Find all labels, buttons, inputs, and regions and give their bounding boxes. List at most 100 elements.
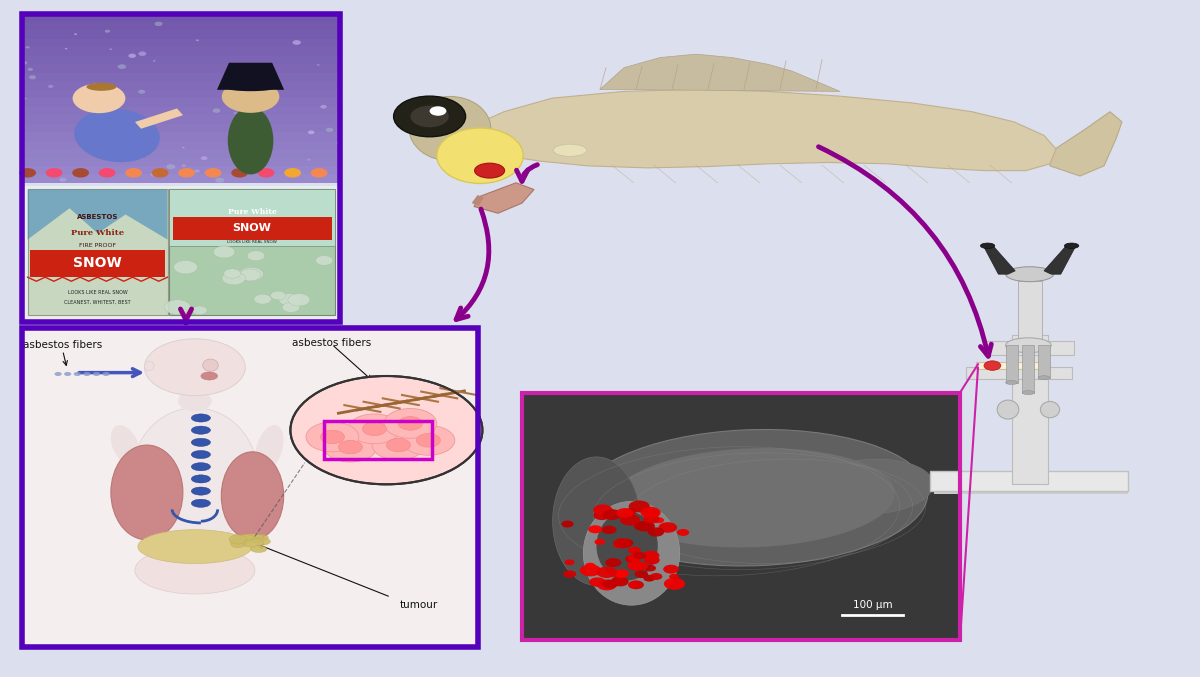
Circle shape — [613, 542, 623, 548]
Circle shape — [410, 106, 449, 127]
Text: asbestos fibers: asbestos fibers — [292, 338, 371, 348]
Circle shape — [215, 178, 224, 183]
Circle shape — [293, 40, 301, 45]
Circle shape — [233, 112, 238, 114]
Circle shape — [601, 525, 617, 534]
Circle shape — [19, 168, 36, 177]
Circle shape — [594, 510, 611, 520]
Ellipse shape — [1006, 380, 1018, 385]
Text: Pure White: Pure White — [71, 230, 124, 238]
Circle shape — [394, 96, 466, 137]
Circle shape — [54, 372, 61, 376]
Circle shape — [284, 168, 301, 177]
Circle shape — [222, 271, 246, 285]
Circle shape — [155, 22, 162, 26]
Circle shape — [654, 517, 664, 523]
Ellipse shape — [980, 243, 995, 248]
Ellipse shape — [553, 457, 641, 586]
Bar — [22, 149, 340, 158]
Circle shape — [196, 39, 199, 41]
Bar — [22, 186, 340, 322]
Circle shape — [634, 521, 650, 531]
Bar — [22, 98, 340, 107]
Bar — [934, 487, 1128, 494]
Bar — [22, 328, 478, 647]
Bar — [1012, 335, 1048, 484]
Circle shape — [181, 165, 186, 167]
Circle shape — [643, 515, 660, 523]
Polygon shape — [1044, 244, 1075, 274]
Circle shape — [119, 93, 124, 95]
Circle shape — [611, 577, 624, 584]
Circle shape — [104, 30, 110, 32]
Circle shape — [288, 294, 310, 306]
Circle shape — [138, 90, 145, 93]
Circle shape — [150, 173, 156, 176]
Ellipse shape — [229, 535, 247, 544]
Circle shape — [118, 64, 126, 69]
Bar — [1022, 345, 1034, 393]
Ellipse shape — [110, 445, 182, 540]
Circle shape — [386, 438, 410, 452]
Circle shape — [619, 539, 634, 547]
Circle shape — [605, 558, 622, 567]
Text: LOOKS LIKE REAL SNOW: LOOKS LIKE REAL SNOW — [227, 240, 277, 244]
Circle shape — [650, 573, 662, 580]
Ellipse shape — [191, 438, 210, 446]
Bar — [169, 190, 335, 315]
Circle shape — [48, 85, 54, 88]
Circle shape — [222, 81, 280, 113]
Circle shape — [73, 372, 80, 376]
Ellipse shape — [1006, 267, 1054, 282]
Circle shape — [670, 574, 679, 580]
Circle shape — [90, 90, 100, 95]
Polygon shape — [1050, 112, 1122, 176]
Ellipse shape — [811, 459, 934, 514]
Circle shape — [324, 432, 377, 462]
Ellipse shape — [191, 450, 210, 458]
Bar — [522, 393, 960, 640]
Circle shape — [25, 46, 30, 49]
Circle shape — [629, 500, 650, 512]
Bar — [1006, 345, 1018, 383]
Circle shape — [620, 514, 641, 525]
Circle shape — [164, 300, 191, 314]
Circle shape — [628, 554, 642, 562]
Circle shape — [125, 168, 142, 177]
Circle shape — [372, 430, 425, 460]
Ellipse shape — [1006, 338, 1051, 353]
Ellipse shape — [254, 535, 269, 541]
Circle shape — [398, 416, 422, 430]
Circle shape — [154, 60, 156, 62]
Ellipse shape — [138, 529, 252, 563]
Ellipse shape — [221, 452, 283, 540]
Text: CLEANEST, WHITEST, BEST: CLEANEST, WHITEST, BEST — [65, 300, 131, 305]
Circle shape — [72, 168, 89, 177]
Ellipse shape — [228, 86, 274, 91]
Circle shape — [144, 338, 245, 395]
Circle shape — [644, 556, 660, 565]
Circle shape — [602, 580, 618, 588]
Circle shape — [128, 53, 136, 58]
Circle shape — [109, 48, 113, 50]
Circle shape — [664, 565, 679, 573]
Circle shape — [630, 564, 641, 571]
Bar — [22, 175, 340, 183]
Circle shape — [65, 48, 67, 49]
Bar — [1038, 345, 1050, 378]
Ellipse shape — [238, 535, 253, 540]
Circle shape — [254, 294, 271, 304]
Circle shape — [641, 507, 661, 518]
Bar — [22, 124, 340, 132]
Circle shape — [240, 269, 260, 281]
Circle shape — [643, 575, 655, 582]
Circle shape — [584, 563, 595, 569]
Ellipse shape — [191, 475, 210, 483]
Ellipse shape — [144, 361, 154, 370]
Circle shape — [430, 106, 446, 116]
Polygon shape — [28, 190, 168, 240]
Circle shape — [29, 75, 36, 79]
Circle shape — [278, 294, 300, 306]
Circle shape — [270, 291, 286, 300]
Bar — [22, 328, 478, 647]
